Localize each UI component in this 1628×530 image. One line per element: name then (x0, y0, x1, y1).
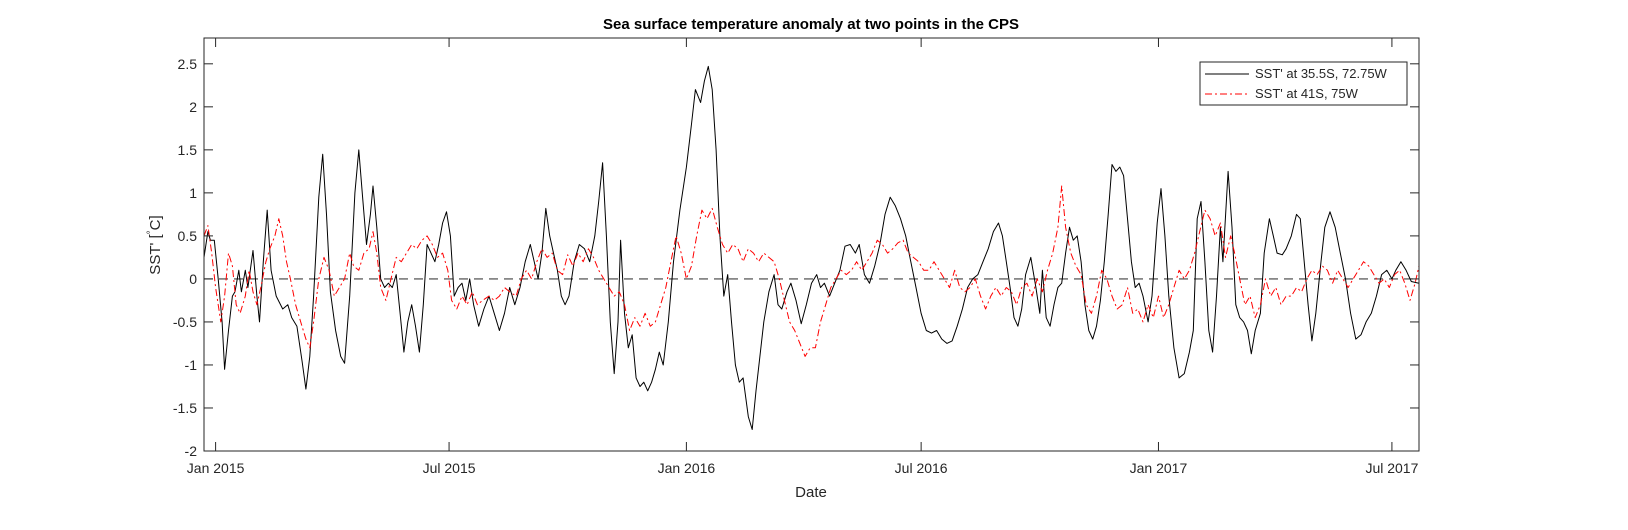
legend-box (1199, 61, 1408, 106)
y-axis: -2 -1.5 -1 -0.5 0 0.5 1 1.5 2 2.5 (173, 56, 1419, 459)
legend-label-series-1: SST' at 35.5S, 72.75W (1255, 66, 1388, 81)
x-axis: Jan 2015 Jul 2015 Jan 2016 Jul 2016 Jan 2017… (187, 38, 1419, 476)
y-axis-label-unit: C] (147, 215, 164, 230)
x-tick-label: Jul 2016 (895, 460, 948, 476)
y-tick-label: 0.5 (178, 228, 198, 244)
y-axis-label: SST' [°C] (146, 215, 164, 274)
legend-label-series-2: SST' at 41S, 75W (1255, 86, 1359, 101)
y-tick-label: -0.5 (173, 314, 197, 330)
x-tick-label: Jul 2017 (1365, 460, 1418, 476)
y-tick-label: 2 (189, 99, 197, 115)
y-tick-label: 1.5 (178, 142, 198, 158)
chart-title: Sea surface temperature anomaly at two p… (603, 16, 1019, 33)
plot-area-frame (203, 37, 1420, 452)
legend: SST' at 35.5S, 72.75W SST' at 41S, 75W (1199, 61, 1408, 106)
x-tick-label: Jan 2015 (187, 460, 245, 476)
y-tick-label: 2.5 (178, 56, 198, 72)
series-line-1 (204, 65, 1419, 430)
y-axis-label-degree: ° (146, 230, 157, 234)
y-tick-label: -1.5 (173, 400, 197, 416)
y-axis-label-main: SST' [ (147, 233, 164, 274)
y-tick-label: -2 (185, 443, 198, 459)
x-tick-label: Jan 2017 (1130, 460, 1188, 476)
series-layer (204, 65, 1419, 430)
y-tick-label: 1 (189, 185, 197, 201)
x-tick-label: Jul 2015 (423, 460, 476, 476)
x-axis-label: Date (795, 484, 827, 501)
y-tick-label: -1 (185, 357, 198, 373)
x-tick-label: Jan 2016 (658, 460, 716, 476)
y-tick-label: 0 (189, 271, 197, 287)
series-line-2 (204, 185, 1419, 357)
